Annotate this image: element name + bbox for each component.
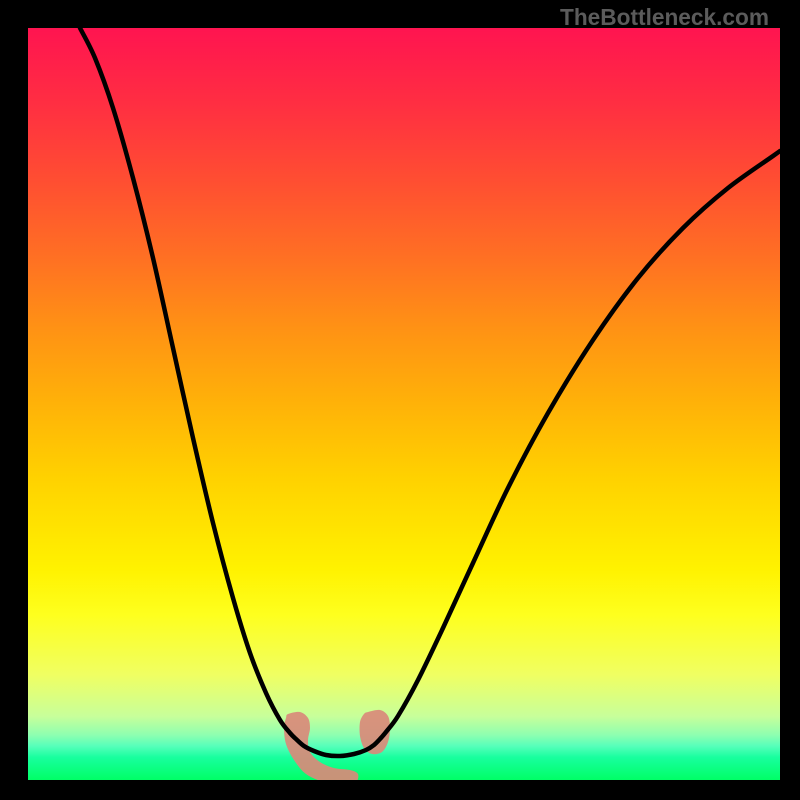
bottleneck-curve — [80, 28, 780, 756]
watermark-text: TheBottleneck.com — [560, 4, 769, 31]
chart-plot-area — [28, 28, 780, 780]
marker-blob-left — [284, 712, 358, 780]
chart-overlay — [28, 28, 780, 780]
